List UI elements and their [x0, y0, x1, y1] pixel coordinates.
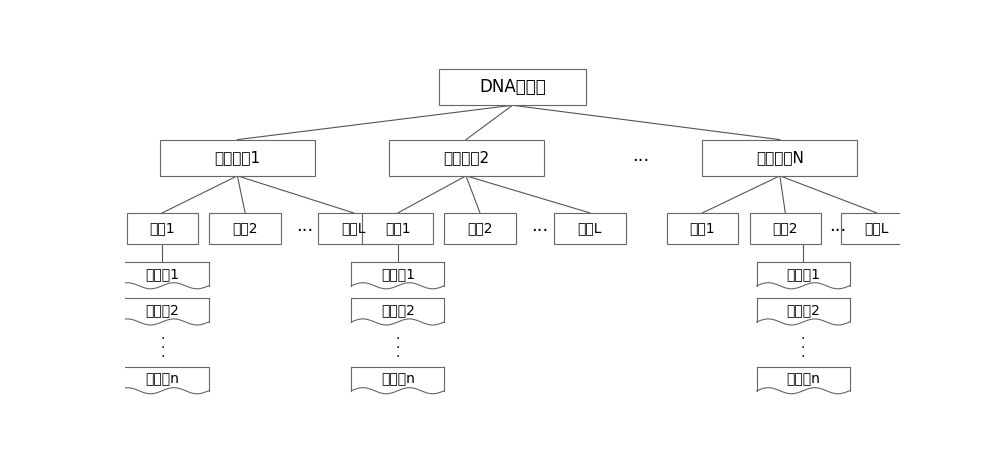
Text: ·: ·: [801, 341, 805, 355]
Text: ·: ·: [396, 350, 400, 364]
FancyBboxPatch shape: [757, 367, 850, 391]
FancyBboxPatch shape: [388, 140, 544, 176]
Text: 甬道1: 甬道1: [385, 221, 411, 235]
Text: ·: ·: [160, 350, 164, 364]
Text: 数据块n: 数据块n: [381, 372, 415, 386]
FancyBboxPatch shape: [439, 69, 586, 105]
Text: ·: ·: [160, 341, 164, 355]
FancyBboxPatch shape: [444, 213, 516, 243]
Text: 甬道2: 甬道2: [773, 221, 798, 235]
FancyBboxPatch shape: [351, 367, 444, 391]
Text: ...: ...: [632, 147, 649, 165]
Text: 数据块n: 数据块n: [786, 372, 820, 386]
FancyBboxPatch shape: [351, 298, 444, 322]
FancyBboxPatch shape: [116, 262, 209, 286]
Text: ·: ·: [801, 332, 805, 345]
FancyBboxPatch shape: [160, 140, 315, 176]
Text: ...: ...: [531, 218, 548, 235]
Text: ...: ...: [296, 218, 313, 235]
Text: 测序文库N: 测序文库N: [756, 150, 804, 165]
Text: 数据块2: 数据块2: [786, 303, 820, 317]
Text: ·: ·: [801, 350, 805, 364]
FancyBboxPatch shape: [362, 213, 433, 243]
Text: 甬道L: 甬道L: [578, 221, 602, 235]
FancyBboxPatch shape: [127, 213, 198, 243]
Text: 甬道2: 甬道2: [232, 221, 258, 235]
Text: 数据块1: 数据块1: [786, 267, 820, 281]
FancyBboxPatch shape: [750, 213, 821, 243]
FancyBboxPatch shape: [757, 262, 850, 286]
Text: 甬道1: 甬道1: [149, 221, 175, 235]
FancyBboxPatch shape: [351, 262, 444, 286]
Text: 数据块n: 数据块n: [145, 372, 179, 386]
FancyBboxPatch shape: [116, 367, 209, 391]
FancyBboxPatch shape: [209, 213, 281, 243]
FancyBboxPatch shape: [757, 298, 850, 322]
FancyBboxPatch shape: [702, 140, 857, 176]
FancyBboxPatch shape: [554, 213, 626, 243]
Text: DNA样本名: DNA样本名: [479, 78, 546, 96]
FancyBboxPatch shape: [667, 213, 738, 243]
FancyBboxPatch shape: [841, 213, 912, 243]
Text: 数据块1: 数据块1: [381, 267, 415, 281]
Text: 甬道L: 甬道L: [341, 221, 366, 235]
Text: 数据块2: 数据块2: [381, 303, 415, 317]
FancyBboxPatch shape: [318, 213, 389, 243]
Text: ·: ·: [396, 341, 400, 355]
FancyBboxPatch shape: [116, 298, 209, 322]
Text: 甬道1: 甬道1: [690, 221, 715, 235]
Text: 数据块1: 数据块1: [145, 267, 179, 281]
Text: ...: ...: [829, 218, 847, 235]
Text: ·: ·: [160, 332, 164, 345]
Text: 甬道L: 甬道L: [864, 221, 889, 235]
Text: 甬道2: 甬道2: [467, 221, 493, 235]
Text: 测序文库2: 测序文库2: [443, 150, 489, 165]
Text: 数据块2: 数据块2: [145, 303, 179, 317]
Text: ·: ·: [396, 332, 400, 345]
Text: 测序文库1: 测序文库1: [214, 150, 260, 165]
